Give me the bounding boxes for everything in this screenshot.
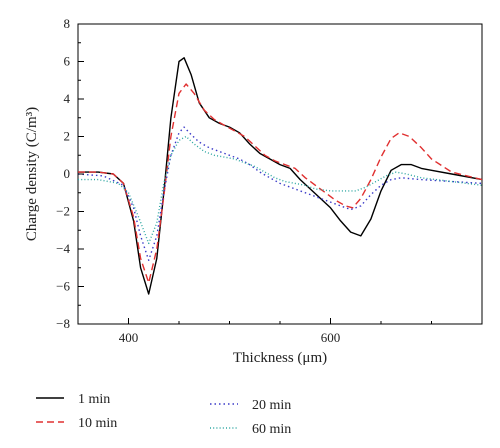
x-tick-label: 400 — [119, 330, 139, 345]
legend-label-2: 20 min — [252, 398, 291, 413]
y-tick-label: 2 — [64, 129, 71, 144]
legend-label-1: 10 min — [78, 416, 117, 431]
y-axis-title: Charge density (C/m³) — [24, 107, 40, 241]
series-layer — [77, 57, 483, 295]
y-tick-label: 6 — [64, 54, 71, 69]
y-axis: −8 −6 −4 −2 0 2 4 6 8 — [56, 16, 84, 331]
y-tick-label: −2 — [56, 204, 70, 219]
legend-label-0: 1 min — [78, 392, 110, 407]
series-line-0 — [78, 57, 483, 295]
plot-area — [77, 23, 483, 325]
y-tick-label: −4 — [56, 241, 70, 256]
x-axis-title: Thickness (μm) — [233, 350, 327, 366]
y-tick-label: 4 — [64, 91, 71, 106]
y-tick-label: 8 — [64, 16, 71, 31]
y-tick-label: 0 — [64, 166, 71, 181]
plot-frame — [77, 23, 483, 325]
series-line-3 — [78, 135, 483, 245]
y-tick-label: −6 — [56, 279, 70, 294]
y-tick-label: −8 — [56, 316, 70, 331]
series-line-2 — [77, 126, 483, 261]
x-tick-label: 600 — [321, 330, 341, 345]
x-axis: 400 600 — [77, 318, 483, 345]
series-line-1 — [78, 83, 483, 284]
legend-label-3: 60 min — [252, 422, 291, 437]
legend: 1 min 10 min 20 min 60 min — [36, 392, 291, 437]
